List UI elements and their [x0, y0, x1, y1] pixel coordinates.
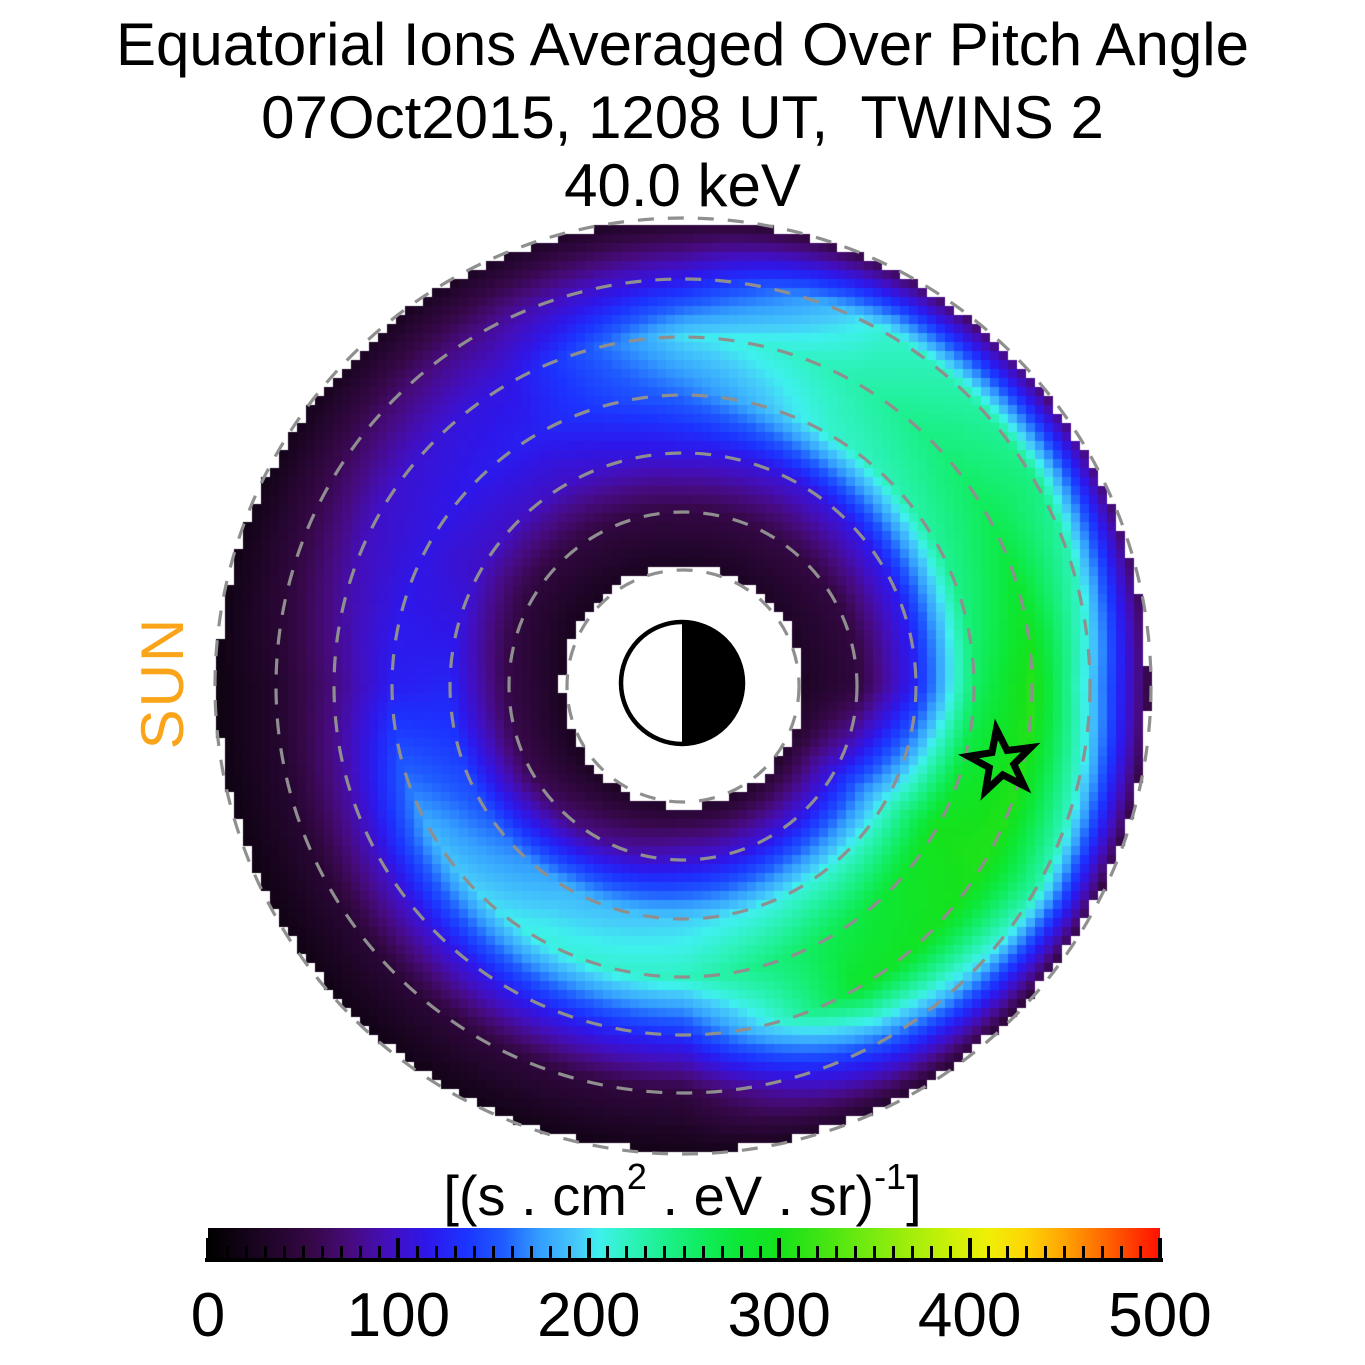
colorbar-minor-tick	[1082, 1246, 1086, 1262]
unit-superscript-2: 2	[626, 1156, 647, 1197]
colorbar-minor-tick	[853, 1246, 857, 1262]
lshell-circle	[213, 216, 1153, 1156]
colorbar-minor-tick	[549, 1246, 553, 1262]
colorbar-minor-tick	[815, 1246, 819, 1262]
colorbar-minor-tick	[568, 1246, 572, 1262]
star-marker-outline	[957, 718, 1041, 801]
lshell-circle	[448, 451, 918, 921]
colorbar-minor-tick	[701, 1246, 705, 1262]
colorbar-minor-tick	[1025, 1246, 1029, 1262]
colorbar-major-tick	[1158, 1238, 1162, 1262]
colorbar-minor-tick	[339, 1246, 343, 1262]
colorbar-tick-labels: 0 100 200 300 400 500	[191, 1280, 1212, 1350]
colorbar-ticks	[205, 1228, 1163, 1274]
colorbar-minor-tick	[987, 1246, 991, 1262]
colorbar-tick-label: 0	[190, 1281, 226, 1350]
lshell-dashed-circles	[213, 216, 1153, 1156]
colorbar-tick-label: 500	[1108, 1281, 1212, 1350]
colorbar-tick-label: 100	[346, 1281, 451, 1350]
colorbar-minor-tick	[949, 1246, 953, 1262]
colorbar-minor-tick	[606, 1246, 610, 1262]
star-marker	[957, 718, 1041, 801]
colorbar-minor-tick	[1006, 1246, 1010, 1262]
sun-direction-label: SUN	[129, 616, 196, 750]
colorbar-minor-tick	[530, 1246, 534, 1262]
lshell-circle	[507, 510, 859, 862]
colorbar-minor-tick	[225, 1246, 229, 1262]
lshell-circle	[332, 335, 1034, 1037]
colorbar-minor-tick	[415, 1246, 419, 1262]
colorbar-minor-tick	[244, 1246, 248, 1262]
colorbar-minor-tick	[377, 1246, 381, 1262]
colorbar-minor-tick	[891, 1246, 895, 1262]
earth-symbol	[618, 619, 746, 747]
colorbar-tick-label: 200	[537, 1281, 641, 1350]
unit-suffix: ]	[906, 1164, 922, 1227]
colorbar-minor-tick	[758, 1246, 762, 1262]
colorbar-minor-tick	[796, 1246, 800, 1262]
colorbar-minor-tick	[1044, 1246, 1048, 1262]
earth-nightside	[682, 622, 743, 744]
colorbar-minor-tick	[663, 1246, 667, 1262]
colorbar-major-tick	[206, 1238, 210, 1262]
colorbar-minor-tick	[1063, 1246, 1067, 1262]
colorbar-minor-tick	[282, 1246, 286, 1262]
colorbar-minor-tick	[644, 1246, 648, 1262]
colorbar-tick-label: 400	[917, 1281, 1022, 1350]
colorbar-minor-tick	[834, 1246, 838, 1262]
colorbar-tick-label: 300	[727, 1281, 831, 1350]
unit-superscript-minus1: -1	[874, 1156, 907, 1197]
colorbar-minor-tick	[625, 1246, 629, 1262]
lshell-circle	[390, 393, 976, 979]
colorbar-minor-tick	[1101, 1246, 1105, 1262]
colorbar-minor-tick	[1120, 1246, 1124, 1262]
colorbar-minor-tick	[910, 1246, 914, 1262]
colorbar-minor-tick	[434, 1246, 438, 1262]
colorbar-minor-tick	[492, 1246, 496, 1262]
colorbar-minor-tick	[1139, 1246, 1143, 1262]
unit-mid: . eV . sr)	[646, 1164, 875, 1227]
colorbar-minor-tick	[682, 1246, 686, 1262]
colorbar-major-tick	[396, 1238, 401, 1262]
colorbar-minor-tick	[872, 1246, 876, 1262]
colorbar-minor-tick	[930, 1246, 934, 1262]
colorbar-minor-tick	[263, 1246, 267, 1262]
lshell-circle	[274, 277, 1092, 1095]
colorbar-minor-tick	[511, 1246, 515, 1262]
colorbar-minor-tick	[454, 1246, 458, 1262]
colorbar-major-tick	[586, 1238, 591, 1262]
colorbar-major-tick	[967, 1238, 972, 1262]
unit-prefix: [(s . cm	[443, 1164, 627, 1227]
colorbar-unit-label: [(s . cm2 . eV . sr)-1]	[0, 1156, 1365, 1228]
colorbar-minor-tick	[320, 1246, 324, 1262]
colorbar-minor-tick	[720, 1246, 724, 1262]
colorbar-minor-tick	[473, 1246, 477, 1262]
colorbar-minor-tick	[358, 1246, 362, 1262]
lshell-circle	[565, 568, 801, 804]
colorbar-major-tick	[777, 1238, 782, 1262]
colorbar-minor-tick	[739, 1246, 743, 1262]
colorbar-minor-tick	[301, 1246, 305, 1262]
